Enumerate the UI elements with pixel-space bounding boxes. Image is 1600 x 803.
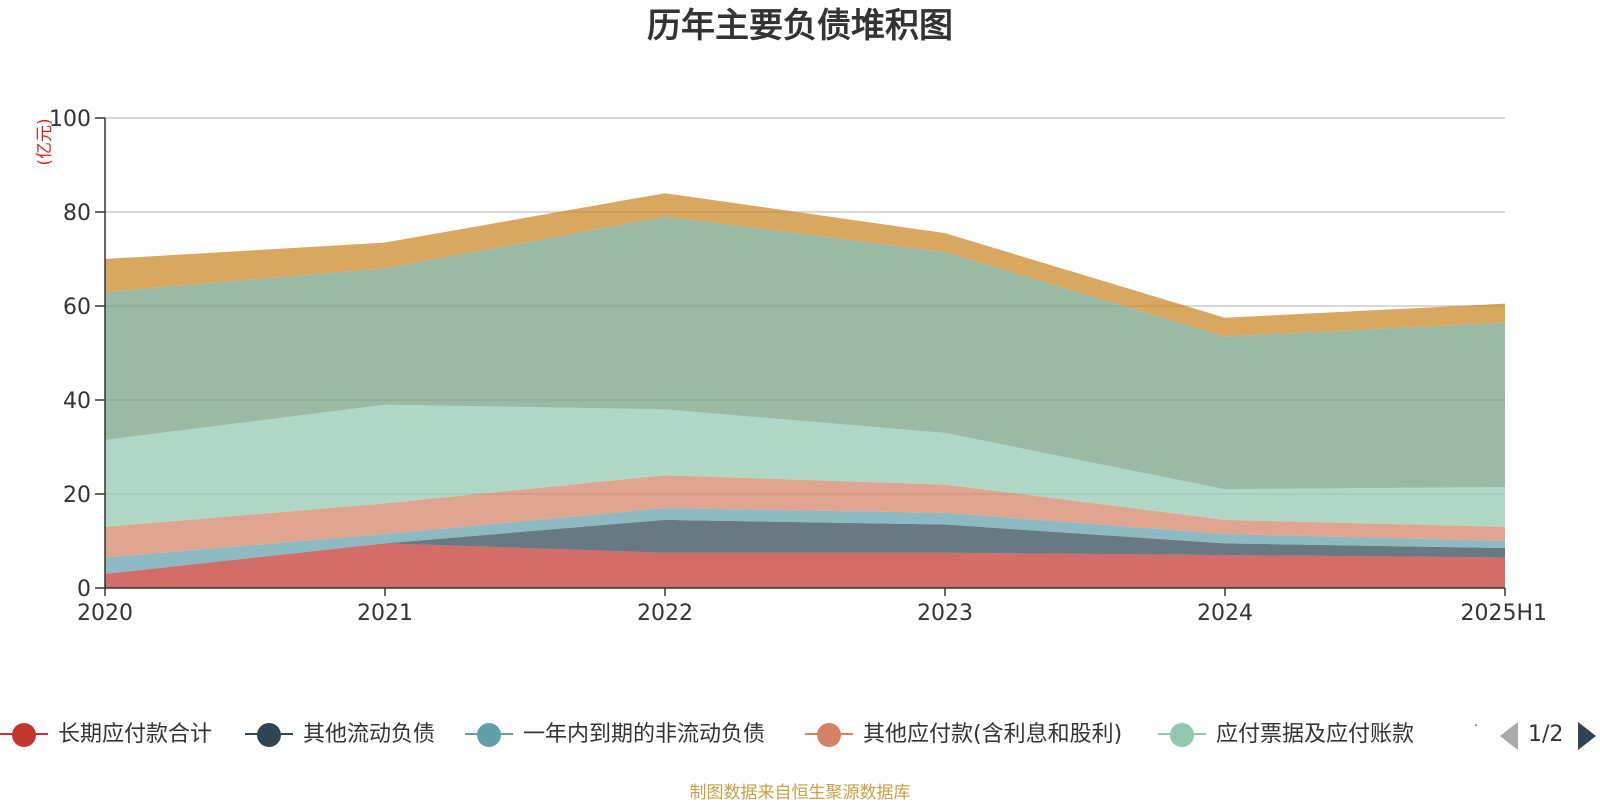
chart-title: 历年主要负债堆积图 (647, 6, 953, 46)
legend-marker-icon (817, 723, 841, 747)
y-tick-label: 0 (77, 577, 91, 602)
legend-label: 一年内到期的非流动负债 (523, 722, 766, 747)
area-series-3 (105, 475, 1505, 558)
area-series-6 (105, 193, 1505, 337)
x-tick-label: 2023 (917, 601, 973, 626)
x-tick-label: 2021 (357, 601, 413, 626)
x-tick-label: 2022 (637, 601, 693, 626)
source-note: 制图数据来自恒生聚源数据库 (689, 783, 911, 803)
legend-prev-page-icon[interactable] (1500, 722, 1518, 750)
y-axis-label: (亿元) (35, 118, 55, 165)
legend-marker-icon (477, 723, 501, 747)
y-tick-label: 60 (63, 295, 91, 320)
legend-label: 长期应付款合计 (58, 722, 213, 747)
x-tick-label: 2020 (77, 601, 133, 626)
legend-ellipsis: · (1474, 718, 1479, 734)
legend-next-page-icon[interactable] (1578, 722, 1596, 750)
legend-marker-icon (1170, 723, 1194, 747)
area-series-2 (105, 508, 1505, 574)
stacked-areas (105, 193, 1505, 588)
y-tick-label: 80 (63, 201, 91, 226)
legend-page-indicator: 1/2 (1528, 722, 1564, 747)
axes: 0 20 40 60 80 100 2020 2021 2022 2023 2024 2025H1 (49, 107, 1547, 626)
area-series-1 (105, 519, 1505, 574)
x-tick-label: 2025H1 (1460, 601, 1547, 626)
legend: 长期应付款合计 其他流动负债 一年内到期的非流动负债 其他应付款(含利息和股利) 应付票… (0, 716, 1600, 756)
legend-label: 应付票据及应付账款 (1216, 722, 1415, 747)
y-tick-label: 40 (63, 389, 91, 414)
y-tick-label: 20 (63, 483, 91, 508)
area-series-0 (105, 543, 1505, 588)
legend-label: 其他流动负债 (303, 722, 436, 747)
y-tick-label: 100 (49, 107, 91, 132)
legend-marker-icon (257, 723, 281, 747)
area-series-5 (105, 216, 1505, 490)
legend-marker-icon (12, 723, 36, 747)
area-series-4 (105, 404, 1505, 527)
legend-label: 其他应付款(含利息和股利) (863, 722, 1123, 747)
x-tick-label: 2024 (1197, 601, 1253, 626)
